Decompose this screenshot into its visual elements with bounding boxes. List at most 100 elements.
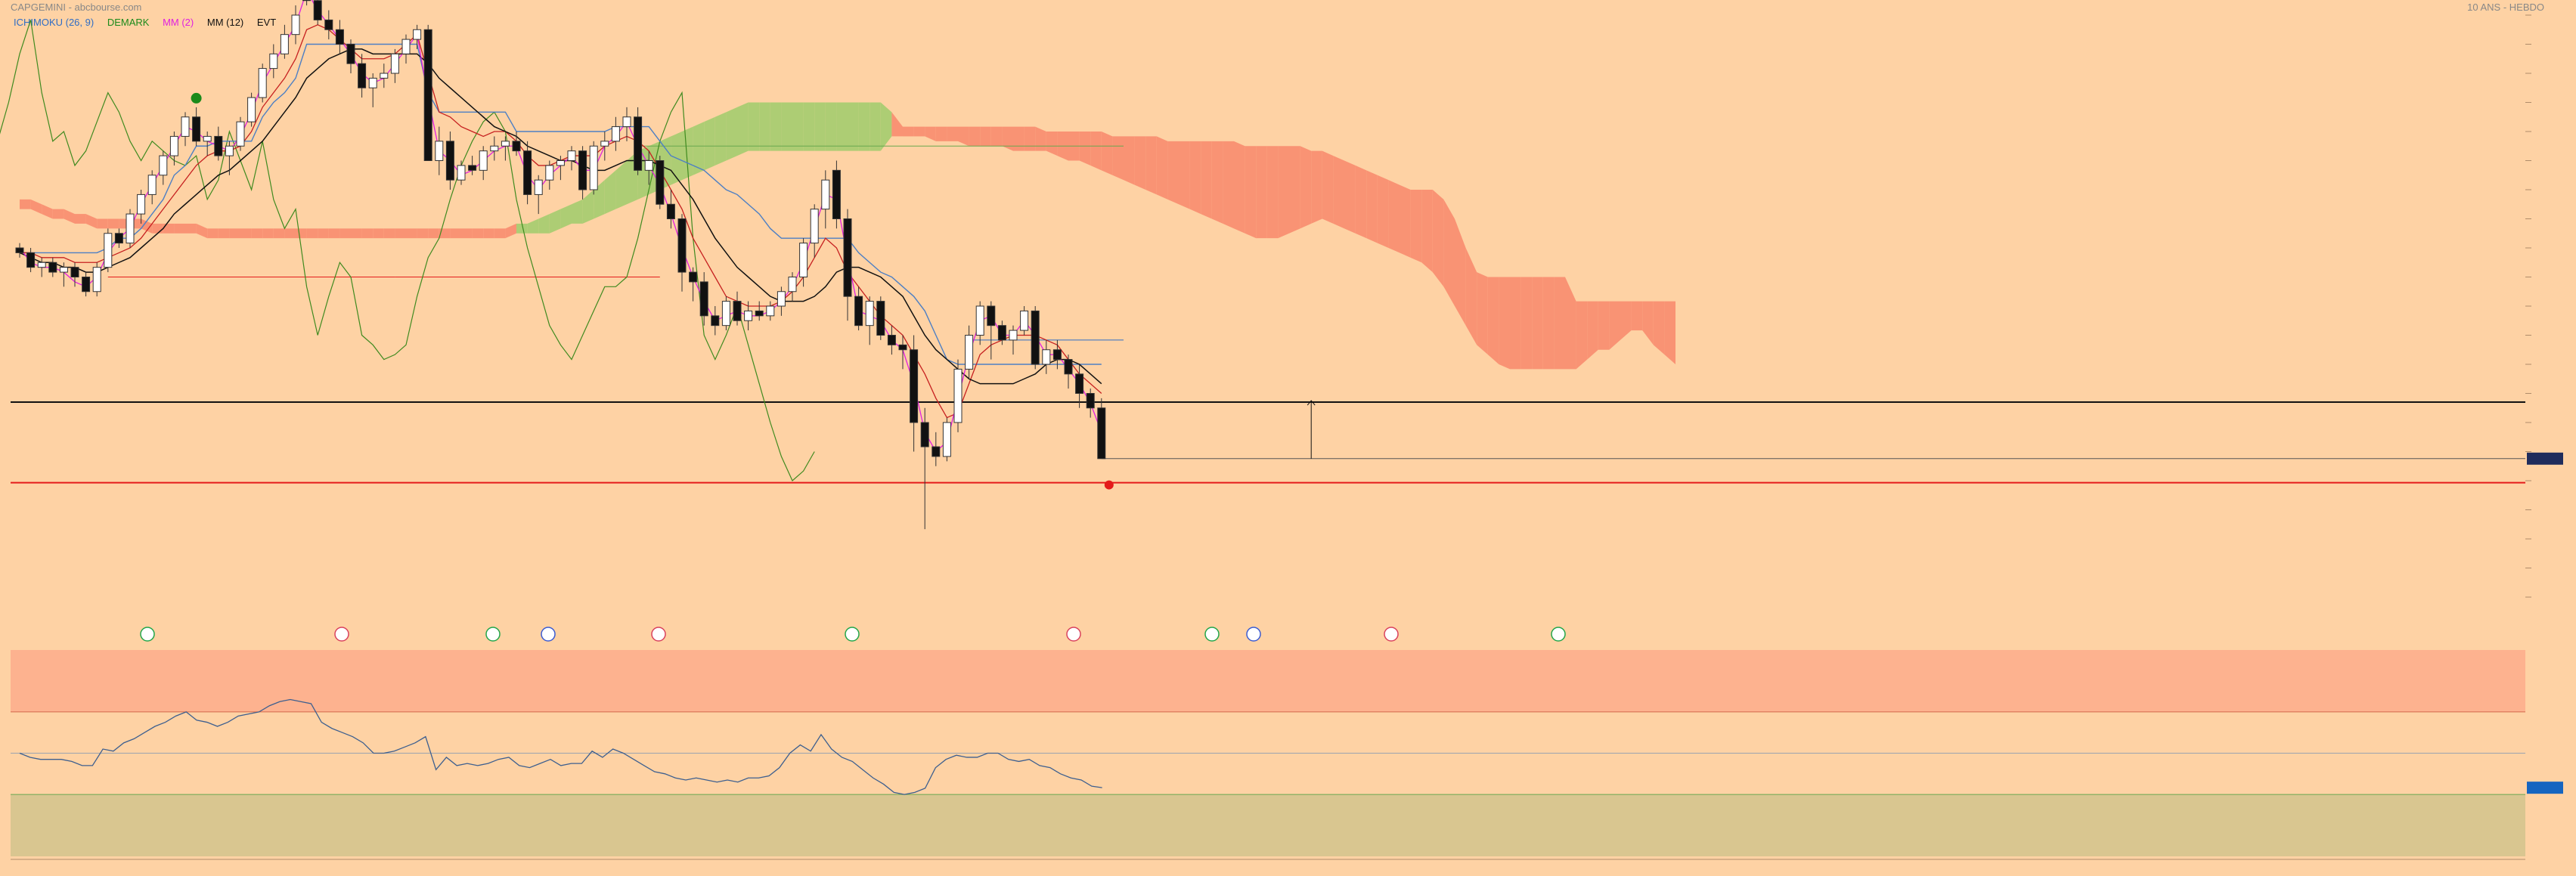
candle bbox=[1042, 349, 1051, 365]
ichimoku-cloud-segment bbox=[97, 218, 108, 229]
candle bbox=[413, 29, 422, 40]
ichimoku-cloud-segment bbox=[759, 102, 770, 151]
ichimoku-cloud-segment bbox=[1300, 146, 1312, 229]
candle bbox=[457, 165, 466, 181]
period-label[interactable]: 10 ANS - HEBDO bbox=[2467, 2, 2544, 13]
ichimoku-cloud-segment bbox=[494, 228, 506, 239]
ichimoku-cloud-segment bbox=[1520, 277, 1533, 370]
candle bbox=[545, 165, 554, 181]
candle bbox=[258, 68, 267, 98]
ichimoku-cloud-segment bbox=[1090, 132, 1102, 171]
candle bbox=[854, 296, 863, 327]
legend-evt[interactable]: EVT bbox=[256, 17, 277, 28]
ichimoku-cloud-segment bbox=[1112, 136, 1124, 181]
ichimoku-cloud-segment bbox=[1211, 141, 1223, 224]
ichimoku-cloud-segment bbox=[296, 228, 307, 239]
legend-mm12[interactable]: MM (12) bbox=[206, 17, 244, 28]
ichimoku-cloud-segment bbox=[1223, 141, 1234, 229]
ichimoku-cloud-segment bbox=[903, 126, 914, 137]
candle bbox=[147, 175, 157, 195]
ichimoku-cloud-segment bbox=[1664, 301, 1675, 364]
candle bbox=[159, 155, 168, 176]
source-title: CAPGEMINI - abcbourse.com bbox=[11, 2, 142, 13]
candle bbox=[214, 135, 223, 156]
ichimoku-cloud-segment bbox=[361, 228, 374, 239]
rsi-line bbox=[19, 698, 1102, 795]
rsi-overbought-zone bbox=[11, 650, 2525, 712]
candle bbox=[59, 267, 68, 273]
legend-ichimoku[interactable]: ICHIMOKU (26, 9) bbox=[14, 17, 95, 28]
ichimoku-cloud-segment bbox=[1333, 156, 1344, 229]
ichimoku-cloud-segment bbox=[152, 223, 163, 234]
candle bbox=[656, 160, 665, 205]
candle bbox=[1075, 373, 1084, 395]
candle bbox=[534, 179, 543, 195]
ichimoku-cloud-segment bbox=[1289, 146, 1300, 234]
ichimoku-cloud-segment bbox=[1432, 190, 1444, 287]
candle bbox=[490, 145, 499, 152]
ichimoku-cloud-segment bbox=[64, 209, 75, 224]
ichimoku-cloud-segment bbox=[1499, 277, 1510, 370]
ichimoku-cloud-segment bbox=[240, 228, 252, 239]
ichimoku-cloud-segment bbox=[958, 126, 969, 147]
candle bbox=[468, 165, 477, 171]
ichimoku-cloud-segment bbox=[1609, 301, 1620, 350]
ichimoku-cloud-segment bbox=[163, 223, 175, 234]
ichimoku-cloud-segment bbox=[935, 126, 947, 141]
ichimoku-cloud-segment bbox=[715, 112, 727, 166]
ichimoku-cloud-segment bbox=[704, 116, 715, 171]
event-marker bbox=[334, 627, 349, 642]
ichimoku-cloud-segment bbox=[1542, 277, 1555, 370]
ichimoku-cloud-segment bbox=[1400, 184, 1411, 258]
candle bbox=[744, 310, 753, 321]
ichimoku-cloud-segment bbox=[52, 209, 64, 219]
candle bbox=[435, 141, 444, 161]
candle bbox=[567, 150, 576, 162]
candle bbox=[1052, 349, 1062, 361]
candle bbox=[445, 141, 454, 181]
candle bbox=[799, 243, 808, 278]
ichimoku-cloud-segment bbox=[737, 102, 749, 156]
legend-demark[interactable]: DEMARK bbox=[107, 17, 150, 28]
ichimoku-cloud-segment bbox=[373, 228, 384, 239]
ichimoku-cloud-segment bbox=[1642, 301, 1654, 345]
ichimoku-cloud-segment bbox=[1024, 126, 1036, 151]
ichimoku-cloud-segment bbox=[85, 214, 98, 229]
candle bbox=[556, 160, 565, 166]
ichimoku-cloud-segment bbox=[461, 228, 473, 239]
ichimoku-cloud-segment bbox=[880, 102, 892, 151]
ichimoku-cloud-segment bbox=[1532, 277, 1543, 370]
ichimoku-cloud-segment bbox=[1421, 190, 1433, 273]
candle bbox=[114, 233, 123, 244]
candle bbox=[920, 422, 929, 447]
candle bbox=[225, 145, 234, 156]
demark-13-marker bbox=[1104, 480, 1114, 490]
candle bbox=[203, 135, 212, 142]
ichimoku-cloud-segment bbox=[615, 160, 627, 209]
ichimoku-cloud-segment bbox=[1245, 146, 1257, 239]
candle bbox=[666, 203, 675, 219]
ichimoku-cloud-segment bbox=[273, 228, 285, 239]
ichimoku-cloud-segment bbox=[439, 228, 451, 239]
candle bbox=[302, 0, 312, 2]
ichimoku-cloud-segment bbox=[1443, 199, 1455, 306]
ichimoku-cloud-segment bbox=[682, 126, 693, 181]
demark-9-circle bbox=[191, 92, 202, 104]
ichimoku-cloud-segment bbox=[582, 190, 594, 224]
candle bbox=[600, 141, 609, 147]
candle bbox=[953, 368, 963, 423]
rsi-value-badge bbox=[2527, 782, 2563, 794]
ichimoku-cloud-segment bbox=[1465, 248, 1477, 345]
candle bbox=[169, 135, 178, 156]
ichimoku-cloud-segment bbox=[1013, 126, 1025, 151]
event-marker bbox=[845, 627, 860, 642]
ichimoku-cloud-segment bbox=[1455, 218, 1466, 326]
ichimoku-cloud-segment bbox=[848, 102, 859, 151]
ichimoku-cloud-segment bbox=[1079, 132, 1091, 166]
legend-mm2[interactable]: MM (2) bbox=[163, 17, 194, 28]
ichimoku-cloud-segment bbox=[516, 223, 528, 234]
chikou-span-line bbox=[0, 20, 815, 481]
ichimoku-cloud-segment bbox=[207, 228, 219, 239]
candle bbox=[15, 247, 24, 253]
